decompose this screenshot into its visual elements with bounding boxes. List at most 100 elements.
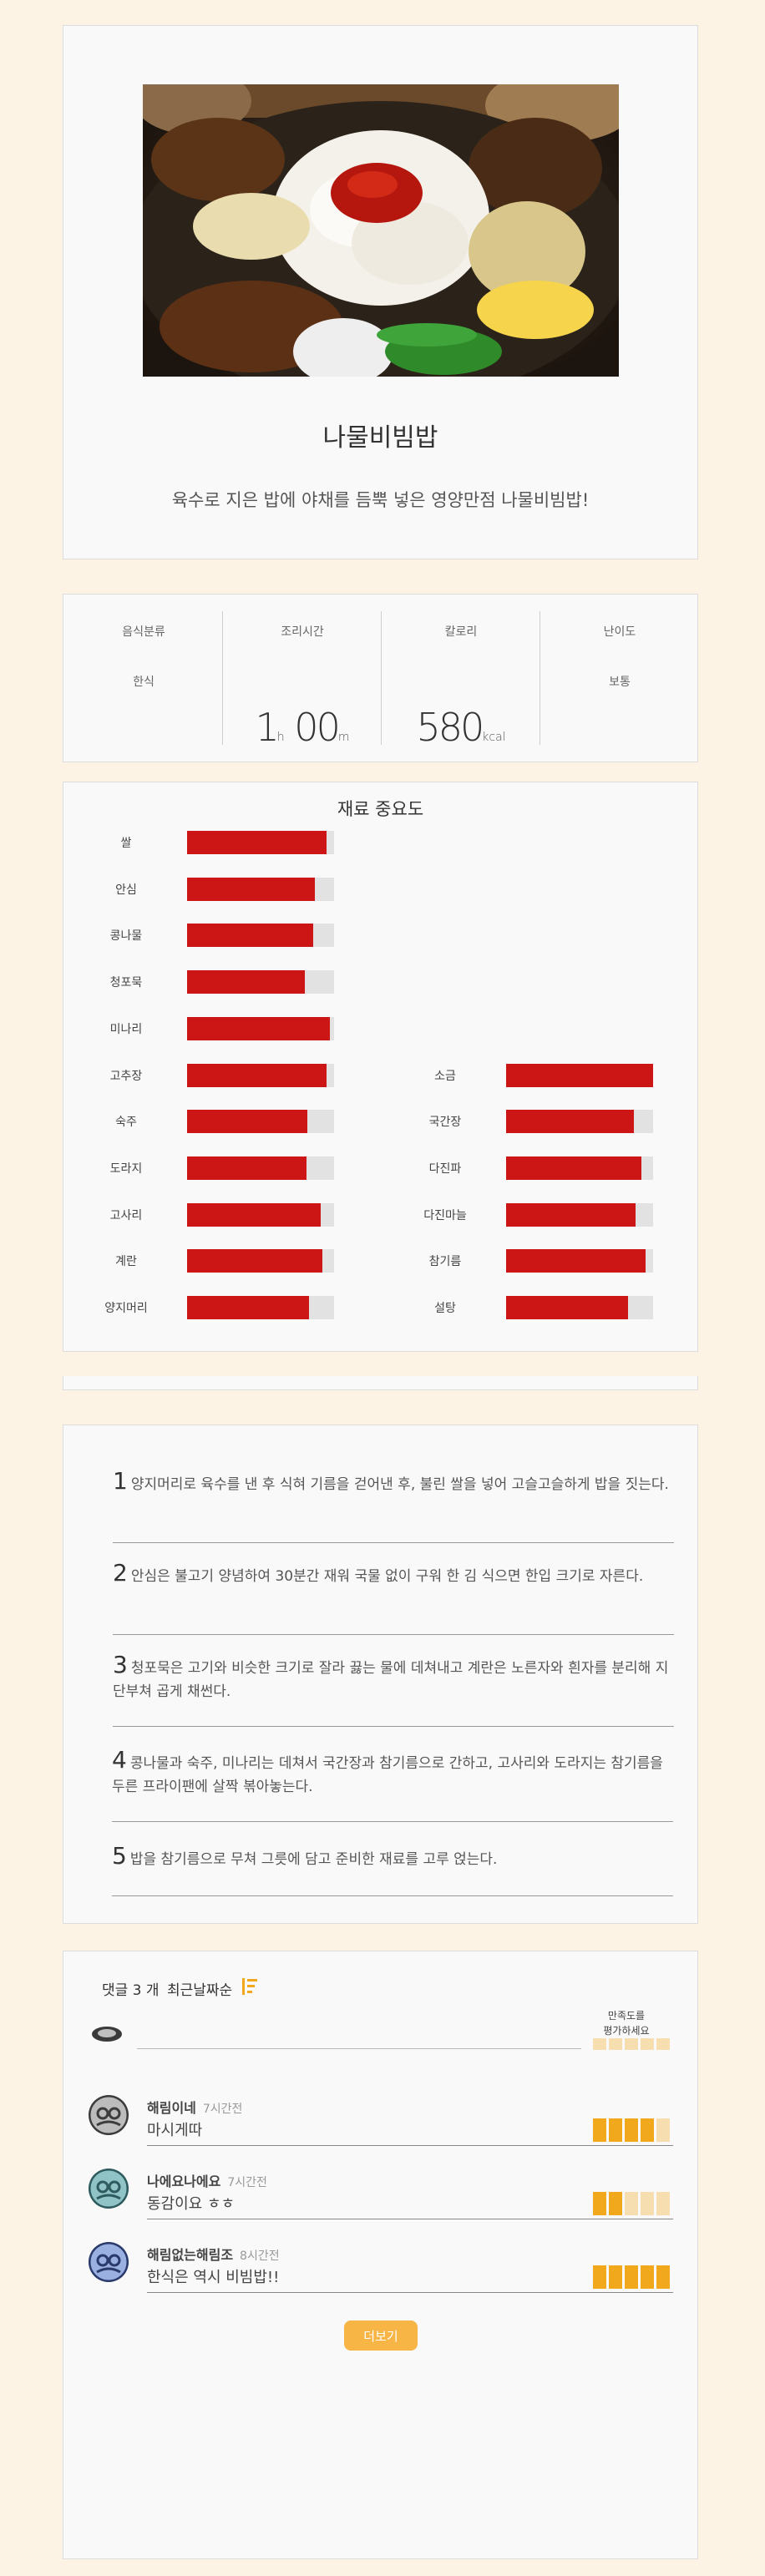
step-text: 안심은 불고기 양념하여 30분간 재워 국물 없이 구워 한 김 식으면 한입… xyxy=(130,1568,644,1585)
comment-time: 8시간전 xyxy=(240,2250,280,2263)
ingredient-label: 미나리 xyxy=(109,1022,143,1036)
calorie-label: 칼로리 xyxy=(444,625,478,639)
importance-bar-track xyxy=(187,1296,334,1319)
difficulty-value: 보통 xyxy=(609,676,631,689)
importance-bar-track xyxy=(187,1110,334,1134)
ingredient-label: 계란 xyxy=(115,1255,137,1269)
rating-star xyxy=(593,2118,606,2142)
importance-bar-fill xyxy=(187,877,316,901)
comment-time: 7시간전 xyxy=(202,2103,243,2116)
importance-bar-fill xyxy=(187,1110,308,1134)
rating-star xyxy=(641,2265,654,2289)
rating-star xyxy=(609,2038,622,2050)
sort-icon[interactable] xyxy=(241,1976,259,1997)
commenter-avatar xyxy=(89,2095,129,2135)
my-rating-selector[interactable] xyxy=(593,2038,670,2050)
info-divider xyxy=(381,611,382,745)
info-category: 음식분류 한식 xyxy=(64,611,223,745)
sort-option[interactable]: 최근날짜순 xyxy=(167,1982,233,1999)
ingredient-label: 숙주 xyxy=(115,1116,137,1130)
comment-text: 동감이요 ㅎㅎ xyxy=(147,2195,236,2213)
step-number: 5 xyxy=(112,1842,127,1870)
importance-bar-track xyxy=(506,1063,653,1087)
ingredient-label: 다진파 xyxy=(428,1161,462,1176)
step-number: 3 xyxy=(113,1651,128,1678)
importance-bar-fill xyxy=(187,1202,322,1227)
importance-bar-fill xyxy=(506,1110,635,1134)
rating-star xyxy=(625,2038,638,2050)
step-text: 콩나물과 숙주, 미나리는 데쳐서 국간장과 참기름으로 간하고, 고사리와 도… xyxy=(112,1755,663,1795)
importance-bar-fill xyxy=(506,1249,646,1273)
importance-bar-track xyxy=(506,1249,653,1273)
importance-bar-fill xyxy=(506,1296,629,1319)
importance-bar-fill xyxy=(187,924,314,948)
importance-bar-track xyxy=(187,1016,334,1040)
step-item: 2 안심은 불고기 양념하여 30분간 재워 국물 없이 구워 한 김 식으면 한… xyxy=(113,1559,674,1635)
cook-time-label: 조리시간 xyxy=(281,625,324,639)
importance-bar-track xyxy=(506,1156,653,1180)
importance-bar-fill xyxy=(187,1296,310,1319)
comment-count: 댓글 3 개 xyxy=(102,1982,160,1999)
ingredient-label: 소금 xyxy=(434,1069,456,1083)
rating-star xyxy=(625,2192,638,2215)
ingredient-label: 콩나물 xyxy=(109,929,143,944)
info-difficulty: 난이도 보통 xyxy=(540,611,699,745)
importance-bar-fill xyxy=(187,831,327,854)
ingredient-label: 양지머리 xyxy=(104,1302,148,1315)
rating-prompt: 만족도를 평가하세요 xyxy=(603,2010,650,2037)
rating-star xyxy=(656,2118,670,2142)
importance-bar-track xyxy=(187,1249,334,1273)
importance-bar-track xyxy=(506,1296,653,1319)
comment-divider xyxy=(147,2292,673,2293)
info-calorie: 칼로리 580kcal xyxy=(382,611,540,750)
rating-star xyxy=(609,2265,622,2289)
step-number: 4 xyxy=(112,1746,127,1774)
importance-bar-track xyxy=(187,1063,334,1087)
importance-bar-fill xyxy=(506,1202,636,1227)
ingredient-label: 도라지 xyxy=(109,1161,143,1176)
rating-star xyxy=(625,2265,638,2289)
rating-star xyxy=(656,2265,670,2289)
bibimbap-photo xyxy=(143,84,619,377)
rating-star xyxy=(593,2192,606,2215)
importance-bar-fill xyxy=(187,1249,322,1273)
ingredient-label: 청포묵 xyxy=(109,976,143,990)
importance-bar-track xyxy=(187,970,334,994)
rating-star xyxy=(641,2118,654,2142)
category-label: 음식분류 xyxy=(122,625,165,639)
more-comments-button[interactable]: 더보기 xyxy=(344,2320,418,2351)
calorie-value: 580kcal xyxy=(416,705,506,750)
rating-star xyxy=(593,2265,606,2289)
rating-star xyxy=(609,2192,622,2215)
comment-time: 7시간전 xyxy=(227,2176,267,2189)
ingredient-label: 고추장 xyxy=(109,1069,143,1083)
ingredient-label: 쌀 xyxy=(120,837,132,850)
rating-star xyxy=(656,2192,670,2215)
ingredient-label: 설탕 xyxy=(434,1302,456,1315)
step-text: 양지머리로 육수를 낸 후 식혀 기름을 걷어낸 후, 불린 쌀을 넣어 고슬고… xyxy=(130,1476,669,1493)
comment-divider xyxy=(147,2145,673,2146)
comment-input[interactable] xyxy=(137,2022,581,2049)
rating-star xyxy=(641,2038,654,2050)
commenter-avatar xyxy=(89,2242,129,2282)
rating-star xyxy=(625,2118,638,2142)
ingredient-label: 안심 xyxy=(115,883,137,897)
comment-rating xyxy=(593,2192,670,2215)
step-item: 1 양지머리로 육수를 낸 후 식혀 기름을 걷어낸 후, 불린 쌀을 넣어 고슬… xyxy=(113,1467,674,1543)
recipe-steps-card: 1 양지머리로 육수를 낸 후 식혀 기름을 걷어낸 후, 불린 쌀을 넣어 고슬… xyxy=(63,1425,698,1924)
category-value: 한식 xyxy=(133,676,155,689)
importance-bar-fill xyxy=(506,1156,641,1180)
rating-star xyxy=(609,2118,622,2142)
ingredient-label: 참기름 xyxy=(428,1255,462,1269)
step-item: 4 콩나물과 숙주, 미나리는 데쳐서 국간장과 참기름으로 간하고, 고사리와 … xyxy=(112,1746,673,1822)
importance-bar-fill xyxy=(187,1016,330,1040)
importance-bar-track xyxy=(506,1110,653,1134)
ingredient-importance-card: 재료 중요도 쌀 안심 콩나물 청포묵 미나리 고추장 숙주 도라지 고사리 계란 양지머리 소금 국간… xyxy=(63,782,698,1352)
comment-rating xyxy=(593,2265,670,2289)
comment-rating xyxy=(593,2118,670,2142)
importance-bar-fill xyxy=(506,1063,653,1087)
importance-title: 재료 중요도 xyxy=(337,799,424,819)
commenter-name: 해림이네 7시간전 xyxy=(147,2100,243,2116)
info-cook-time: 조리시간 1h 00m xyxy=(223,611,382,750)
recipe-steps-continued: 4 콩나물과 숙주, 미나리는 데쳐서 국간장과 참기름으로 간하고, 고사리와 … xyxy=(63,1425,698,1924)
